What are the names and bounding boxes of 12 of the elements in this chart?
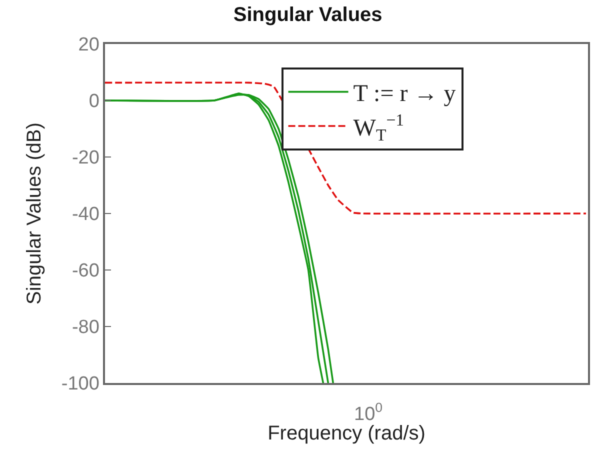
- text: 10$^{0}$: [354, 400, 383, 425]
- chart-title: Singular Values: [233, 4, 382, 26]
- y-tick-label: -20: [72, 148, 100, 169]
- y-tick-label: 0: [88, 91, 100, 112]
- legend-label: T := r → y: [353, 81, 456, 108]
- y-tick-label: -80: [72, 317, 100, 338]
- y-axis-title: Singular Values (dB): [23, 122, 46, 304]
- y-tick-label: 20: [78, 34, 100, 56]
- y-tick-label: -40: [72, 204, 100, 226]
- y-tick-label: -100: [61, 374, 100, 395]
- x-axis-title: Frequency (rad/s): [268, 422, 426, 445]
- y-tick-label: -60: [72, 260, 100, 282]
